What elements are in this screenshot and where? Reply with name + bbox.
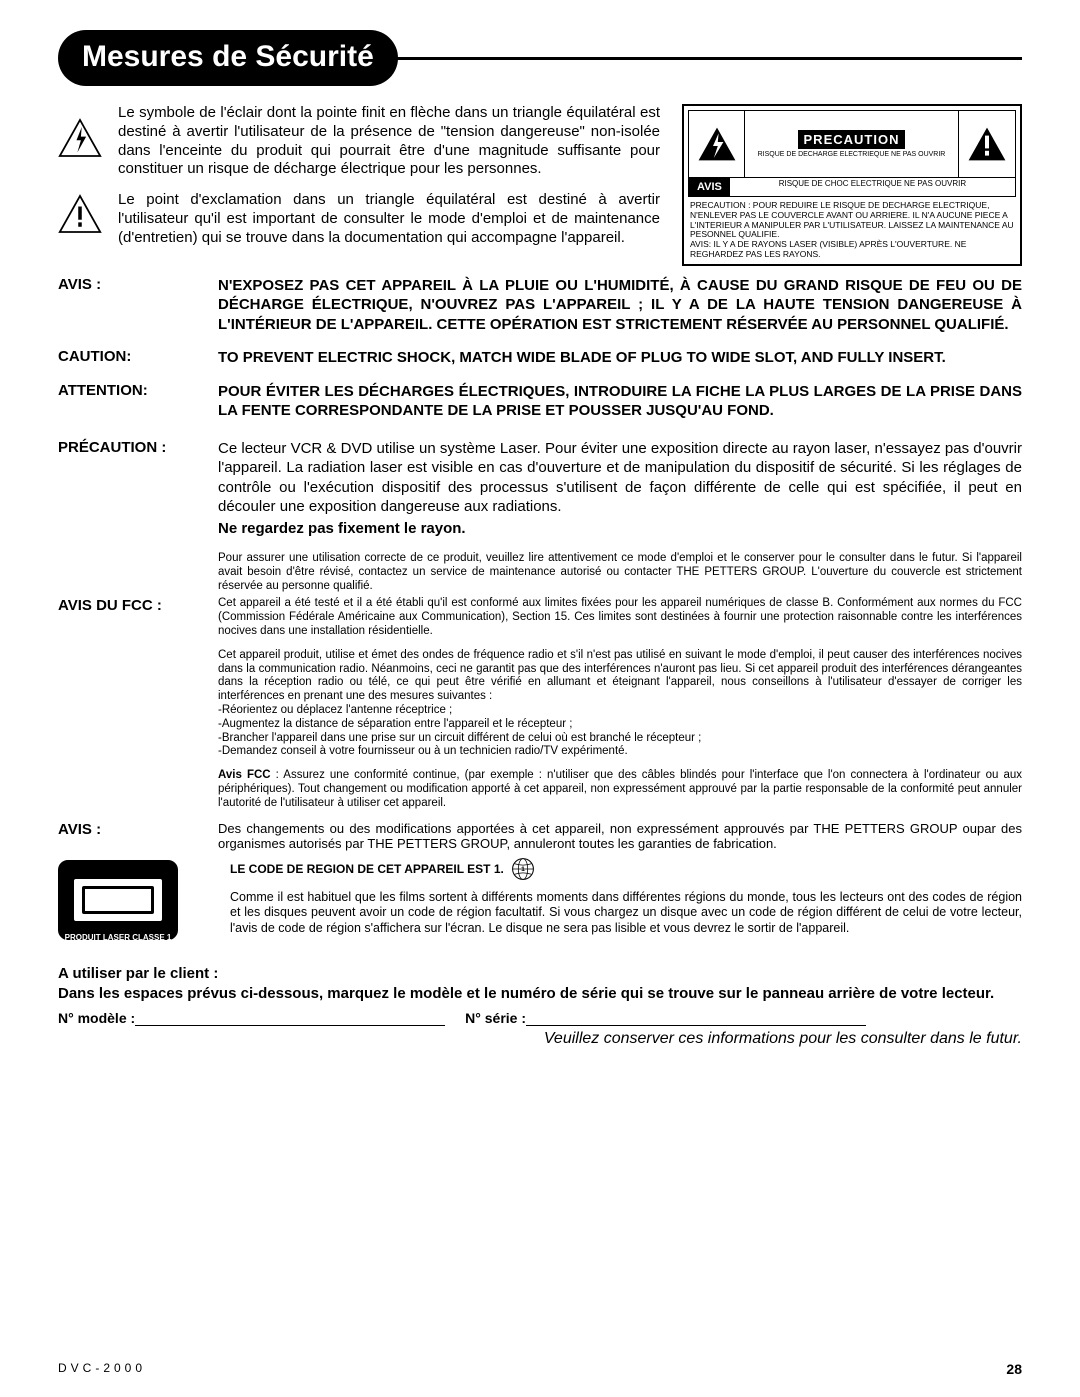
fcc-b4: -Demandez conseil à votre fournisseur ou… [218, 745, 1022, 759]
exclamation-triangle-icon [58, 194, 102, 234]
bolt-triangle-icon [58, 118, 102, 158]
globe-icon: 1 [510, 856, 536, 882]
page-number: 28 [1006, 1361, 1022, 1377]
avis2-body: Des changements ou des modifications app… [218, 821, 1022, 852]
page-title-pill: Mesures de Sécurité [58, 30, 398, 86]
model-blank[interactable] [135, 1012, 445, 1026]
box-avis-label: AVIS [689, 178, 730, 196]
svg-text:1: 1 [521, 866, 525, 873]
box-precaution-title: PRECAUTION [798, 130, 906, 149]
client-heading: A utiliser par le client : [58, 964, 1022, 984]
avis1-body: N'EXPOSEZ PAS CET APPAREIL À LA PLUIE OU… [218, 276, 1022, 335]
box-excl-icon [959, 111, 1015, 177]
serie-label: N° série : [465, 1010, 526, 1026]
pre-fcc-text: Pour assurer une utilisation correcte de… [218, 552, 1022, 593]
fcc-b3: -Brancher l'appareil dans une prise sur … [218, 732, 1022, 746]
caution-body: TO PREVENT ELECTRIC SHOCK, MATCH WIDE BL… [218, 348, 1022, 368]
caution-label: CAUTION: [58, 348, 218, 365]
laser-class-label: PRODUIT LASER CLASSE 1 [58, 934, 178, 943]
intro-excl-text: Le point d'exclamation dans un triangle … [118, 191, 660, 247]
region-body-text: Comme il est habituel que les films sort… [230, 890, 1022, 937]
fcc-label: AVIS DU FCC : [58, 597, 218, 614]
box-avis-text: RISQUE DE CHOC ELECTRIQUE NE PAS OUVRIR [730, 178, 1015, 196]
client-instruction: Dans les espaces prévus ci-dessous, marq… [58, 984, 1022, 1004]
fcc-p3: Avis FCC : Assurez une conformité contin… [218, 769, 1022, 810]
attention-body: POUR ÉVITER LES DÉCHARGES ÉLECTRIQUES, I… [218, 382, 1022, 421]
intro-block: Le symbole de l'éclair dont la pointe fi… [58, 104, 1022, 266]
fcc-b1: -Réorientez ou déplacez l'antenne récept… [218, 704, 1022, 718]
precaution-bold-line: Ne regardez pas fixement le rayon. [218, 519, 1022, 539]
laser-class-box: PRODUIT LASER CLASSE 1 [58, 860, 178, 940]
attention-label: ATTENTION: [58, 382, 218, 399]
model-label: N° modèle : [58, 1010, 135, 1026]
precaution-label: PRÉCAUTION : [58, 439, 218, 456]
footer: DVC-2000 28 [58, 1361, 1022, 1377]
serie-blank[interactable] [526, 1012, 866, 1026]
header: Mesures de Sécurité [58, 30, 1022, 86]
fcc-p2: Cet appareil produit, utilise et émet de… [218, 649, 1022, 704]
fcc-b2: -Augmentez la distance de séparation ent… [218, 718, 1022, 732]
box-sub1: RISQUE DE DECHARGE ELECTRIEQUE NE PAS OU… [758, 151, 946, 159]
client-italic: Veuillez conserver ces informations pour… [58, 1030, 1022, 1048]
fcc-p1: Cet appareil a été testé et il a été éta… [218, 597, 1022, 638]
precaution-box: PRECAUTION RISQUE DE DECHARGE ELECTRIEQU… [682, 104, 1022, 266]
box-bolt-icon [689, 111, 745, 177]
client-block: A utiliser par le client : Dans les espa… [58, 964, 1022, 1049]
avis2-label: AVIS : [58, 821, 218, 838]
region-code-line: LE CODE DE REGION DE CET APPAREIL EST 1.… [230, 856, 1022, 882]
footer-model: DVC-2000 [58, 1361, 146, 1377]
header-rule [394, 57, 1022, 60]
intro-bolt-text: Le symbole de l'éclair dont la pointe fi… [118, 104, 660, 179]
precaution-body: Ce lecteur VCR & DVD utilise un système … [218, 439, 1022, 539]
avis1-label: AVIS : [58, 276, 218, 293]
box-body-text: PRECAUTION : POUR REDUIRE LE RISQUE DE D… [688, 197, 1016, 260]
